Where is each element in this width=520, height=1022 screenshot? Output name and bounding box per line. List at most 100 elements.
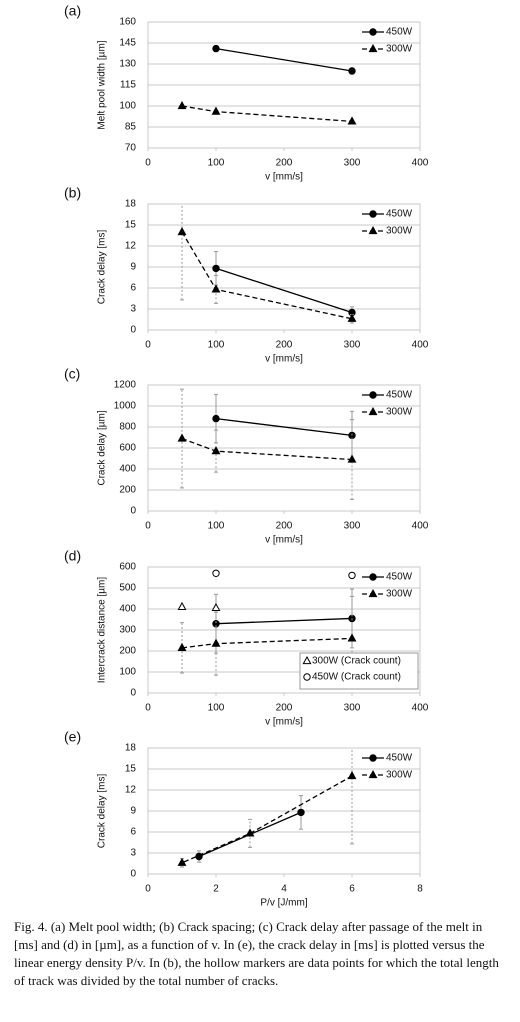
y-tick-label: 6	[130, 827, 136, 838]
x-tick-label: 300	[344, 703, 361, 714]
y-tick-label: 70	[125, 143, 137, 154]
marker	[347, 116, 357, 125]
x-tick-label: 0	[145, 158, 151, 169]
y-tick-label: 0	[130, 325, 136, 336]
plot-content	[177, 569, 357, 681]
legend-label: 300W	[386, 770, 413, 781]
y-tick-label: 800	[119, 422, 136, 433]
x-axis-label: v [mm/s]	[265, 354, 303, 365]
y-tick-label: 12	[125, 241, 137, 252]
x-tick-label: 4	[281, 884, 287, 895]
x-tick-label: 200	[276, 521, 293, 532]
y-tick-label: 6	[130, 283, 136, 294]
y-tick-label: 15	[125, 764, 137, 775]
x-tick-label: 100	[208, 521, 225, 532]
marker	[348, 571, 356, 580]
marker	[212, 44, 220, 53]
x-axis-label: v [mm/s]	[265, 535, 303, 546]
legend-box	[299, 652, 419, 690]
marker	[297, 808, 305, 817]
x-tick-label: 400	[412, 521, 429, 532]
legend-label: 450W	[386, 209, 413, 220]
legend-marker	[369, 28, 377, 36]
x-tick-label: 0	[145, 703, 151, 714]
legend-marker	[368, 406, 378, 416]
legend-marker	[369, 210, 377, 218]
y-tick-label: 0	[130, 506, 136, 517]
y-tick-label: 600	[119, 443, 136, 454]
panel-label: (c)	[64, 366, 80, 382]
legend-label: 450W	[386, 390, 413, 401]
legend-label: 300W	[386, 44, 413, 55]
x-tick-label: 400	[412, 703, 429, 714]
x-tick-label: 2	[213, 884, 219, 895]
x-tick-label: 200	[276, 703, 293, 714]
y-tick-label: 12	[125, 785, 137, 796]
y-tick-label: 9	[130, 806, 136, 817]
series-line	[181, 231, 353, 320]
legend-marker	[369, 573, 377, 581]
y-tick-label: 18	[125, 743, 137, 754]
panel-label: (a)	[64, 3, 81, 19]
x-tick-label: 0	[145, 884, 151, 895]
marker	[177, 601, 187, 610]
marker	[348, 67, 356, 75]
y-tick-label: 9	[130, 262, 136, 273]
x-tick-label: 0	[145, 521, 151, 532]
x-tick-label: 300	[344, 158, 361, 169]
y-tick-label: 0	[130, 869, 136, 880]
y-tick-label: 145	[119, 38, 136, 49]
legend-label: 450W (Crack count)	[312, 672, 401, 683]
y-axis-label: Melt pool width [µm]	[97, 40, 108, 129]
y-tick-label: 400	[119, 464, 136, 475]
series-line	[181, 637, 353, 649]
marker	[212, 569, 220, 577]
y-tick-label: 200	[119, 485, 136, 496]
legend-marker	[368, 588, 378, 598]
y-tick-label: 160	[119, 17, 136, 28]
y-tick-label: 1000	[114, 401, 137, 412]
plot-content	[177, 204, 357, 324]
marker	[211, 446, 221, 455]
y-tick-label: 300	[119, 625, 136, 636]
x-tick-label: 400	[412, 158, 429, 169]
legend-label: 300W (Crack count)	[312, 656, 401, 667]
marker	[211, 284, 221, 293]
marker	[177, 226, 187, 236]
y-tick-label: 85	[125, 122, 137, 133]
marker	[347, 454, 357, 463]
plot-content	[177, 44, 357, 125]
x-axis-label: v [mm/s]	[265, 172, 303, 183]
series-line	[215, 417, 353, 437]
series-line	[215, 617, 353, 625]
legend-label: 300W	[386, 589, 413, 600]
y-tick-label: 1200	[114, 380, 137, 391]
x-tick-label: 100	[208, 158, 225, 169]
x-axis-label: v [mm/s]	[265, 717, 303, 728]
marker	[212, 414, 220, 423]
marker	[245, 828, 255, 837]
x-tick-label: 0	[145, 340, 151, 351]
x-tick-label: 400	[412, 340, 429, 351]
x-tick-label: 8	[417, 884, 423, 895]
marker	[347, 770, 357, 780]
marker	[347, 633, 357, 642]
marker	[212, 264, 220, 273]
x-tick-label: 100	[208, 340, 225, 351]
legend-marker	[303, 673, 311, 681]
legend-marker	[369, 754, 377, 762]
y-tick-label: 400	[119, 604, 136, 615]
legend-label: 300W	[386, 226, 413, 237]
y-axis-label: Crack delay [µm]	[97, 410, 108, 485]
y-tick-label: 600	[119, 562, 136, 573]
legend-marker	[368, 225, 378, 235]
marker	[177, 433, 187, 442]
x-tick-label: 300	[344, 521, 361, 532]
legend-label: 450W	[386, 27, 413, 38]
y-tick-label: 500	[119, 583, 136, 594]
y-tick-label: 100	[119, 101, 136, 112]
y-tick-label: 15	[125, 220, 137, 231]
y-tick-label: 0	[130, 688, 136, 699]
y-axis-label: Intercrack distance [µm]	[97, 577, 108, 684]
